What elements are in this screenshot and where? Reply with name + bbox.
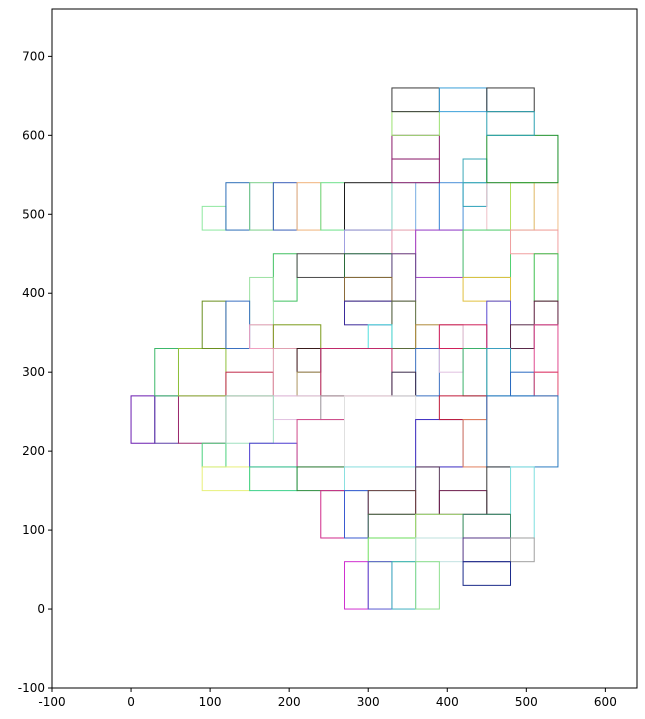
y-tick-label: 100: [22, 523, 45, 537]
x-tick-label: 400: [436, 695, 459, 709]
x-tick-label: 500: [515, 695, 538, 709]
y-tick-label: 600: [22, 128, 45, 142]
y-tick-label: 500: [22, 207, 45, 221]
rect-mark-94: [510, 537, 535, 563]
y-tick-label: 400: [22, 286, 45, 300]
rectangles-layer: [130, 87, 559, 610]
y-axis: -100 0 100 200 300 400 500 600 700: [18, 49, 52, 695]
y-tick-label: 200: [22, 444, 45, 458]
plot-frame: [51, 8, 638, 689]
rect-mark-99: [415, 561, 440, 610]
x-tick-label: 200: [278, 695, 301, 709]
rect-mark-95: [462, 561, 512, 586]
x-axis: -100 0 100 200 300 400 500 600: [38, 688, 617, 709]
x-tick-label: 300: [357, 695, 380, 709]
x-tick-label: 100: [199, 695, 222, 709]
y-tick-label: 0: [37, 602, 45, 616]
y-tick-label: 300: [22, 365, 45, 379]
rect-mark-30: [486, 111, 535, 136]
x-tick-label: 0: [127, 695, 135, 709]
y-tick-label: -100: [18, 681, 45, 695]
y-tick-label: 700: [22, 49, 45, 63]
x-tick-label: -100: [38, 695, 65, 709]
x-tick-label: 600: [594, 695, 617, 709]
